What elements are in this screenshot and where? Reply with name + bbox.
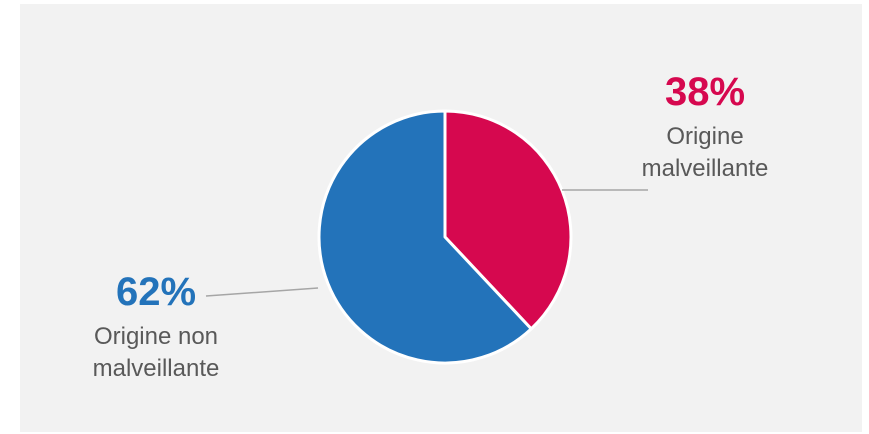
- leader-line-non-malveillante: [205, 287, 319, 297]
- data-label-percent-non-malveillante: 62%: [116, 270, 196, 314]
- category-label-malveillante-line2: malveillante: [642, 155, 769, 182]
- pie-slice-1: [317, 109, 533, 365]
- data-label-percent-malveillante: 38%: [665, 70, 745, 114]
- category-label-malveillante-line1: Origine: [666, 123, 743, 150]
- pie-slices: [317, 109, 573, 365]
- category-label-non-malveillante-line1: Origine non: [94, 323, 218, 350]
- category-label-non-malveillante-line2: malveillante: [93, 355, 220, 382]
